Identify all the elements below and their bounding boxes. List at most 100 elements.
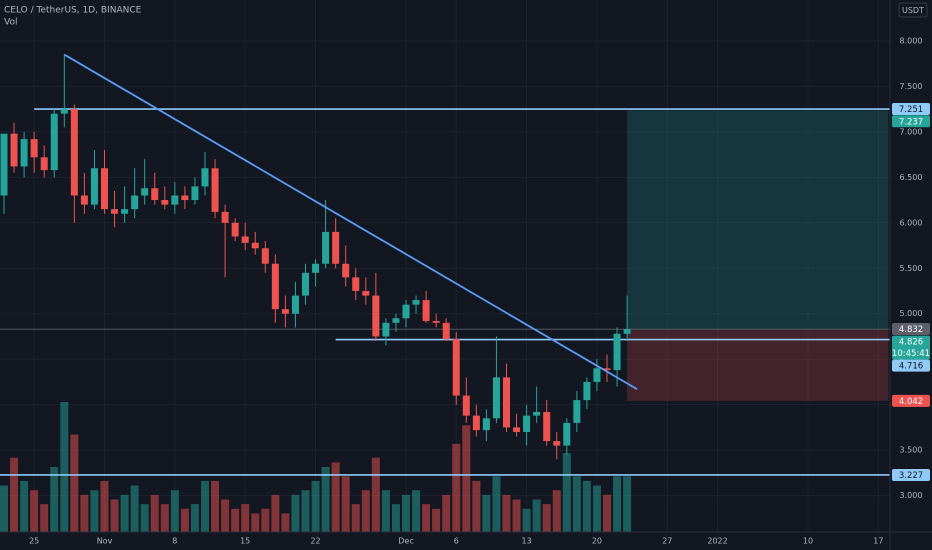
volume-bar [30,490,39,532]
candle-body [322,231,330,264]
price-tag-label: 7.237 [899,117,923,127]
candle-body [231,222,239,237]
candle-body [583,381,591,401]
volume-bar [291,494,300,532]
volume-bar [90,490,99,532]
candle-body [141,188,149,196]
candle-body [20,139,28,167]
volume-bar [522,508,531,532]
price-tag-label: 4.826 [899,338,923,348]
candle-body [151,188,159,201]
candle-body [80,195,88,205]
volume-bar [502,494,511,532]
volume-bar [281,513,290,532]
volume-bar [251,513,260,532]
candle-body [352,277,360,292]
x-tick-label: 25 [29,537,39,546]
volume-bar [50,467,59,532]
candle-body [422,300,430,322]
candle-body [523,415,531,432]
position-target-zone [627,110,889,330]
volume-bar [432,508,441,532]
price-tag [892,115,930,128]
volume-bar [70,434,79,532]
candle-body [291,295,299,314]
candle-body [281,309,289,314]
currency[interactable]: USDT [902,6,924,15]
y-tick-label: 7.000 [900,127,923,136]
candle-body [10,133,18,167]
price-tag-label: 4.716 [899,362,923,372]
x-tick-label: 20 [592,537,602,546]
volume-bar [211,480,220,532]
y-tick-label: 5.500 [900,264,923,273]
volume-bar [140,504,149,532]
candle-body [271,263,279,310]
candle-body [503,377,510,428]
volume-bar [582,480,591,532]
candle-body [342,263,350,278]
volume-bar [120,494,129,532]
candle-body [492,377,500,419]
volume-bar [271,494,280,532]
candle-body [261,248,269,264]
candle-body [221,211,229,223]
volume-bar [301,490,310,532]
y-tick-label: 6.500 [900,173,923,182]
volume-bar [110,499,119,532]
candle-body [472,415,480,431]
price-tag-label: 4.042 [899,397,923,407]
candle-body [121,209,129,214]
volume-bar [371,457,380,532]
candle-body [452,339,460,396]
volume-bar [613,476,622,532]
y-tick-label: 7.500 [900,82,923,91]
candle-body [30,139,38,158]
volume-bar [180,508,189,532]
candle-body [623,329,631,334]
volume-bar [422,504,431,532]
volume-bar [130,485,139,532]
x-tick-label: 27 [662,537,672,546]
volume-bar [361,490,370,532]
candle-body [482,418,490,431]
price-tag [892,103,930,116]
x-tick-label: 8 [172,537,177,546]
volume-bar [351,504,360,532]
y-tick-label: 6.000 [900,218,923,227]
x-tick-label: Dec [398,537,413,546]
volume-bar [100,480,109,532]
volume-bar [331,462,340,532]
volume-bar [150,494,159,532]
candle-body [0,133,8,196]
x-tick-label: Nov [97,537,113,546]
chart-title: CELO / TetherUS, 1D, BINANCE [4,6,142,16]
candle-body [603,368,611,371]
y-tick-label: 3.500 [900,446,923,455]
position-stop-zone [627,329,889,401]
candle-body [251,242,259,249]
candle-body [593,368,601,382]
volume-bar [603,494,611,532]
volume-bar [562,453,571,532]
candle-body [302,272,309,296]
candle-body [201,168,209,187]
candle-body [131,195,139,210]
volume-bar [160,504,169,532]
currency-box[interactable] [898,2,928,18]
candle-body [241,236,249,243]
x-tick-label: 6 [454,537,459,546]
volume-bar [231,508,240,532]
volume-bar [572,476,581,532]
volume-bar [482,494,491,532]
candle-body [40,157,48,171]
candle-body [362,291,370,296]
x-tick-label: 17 [873,537,883,546]
candle-body [462,395,470,416]
x-tick-label: 2022 [707,537,727,546]
volume-bar [552,490,561,532]
candle-body [402,304,410,319]
y-tick-label: 8.000 [900,36,923,45]
candle-body [513,427,521,432]
